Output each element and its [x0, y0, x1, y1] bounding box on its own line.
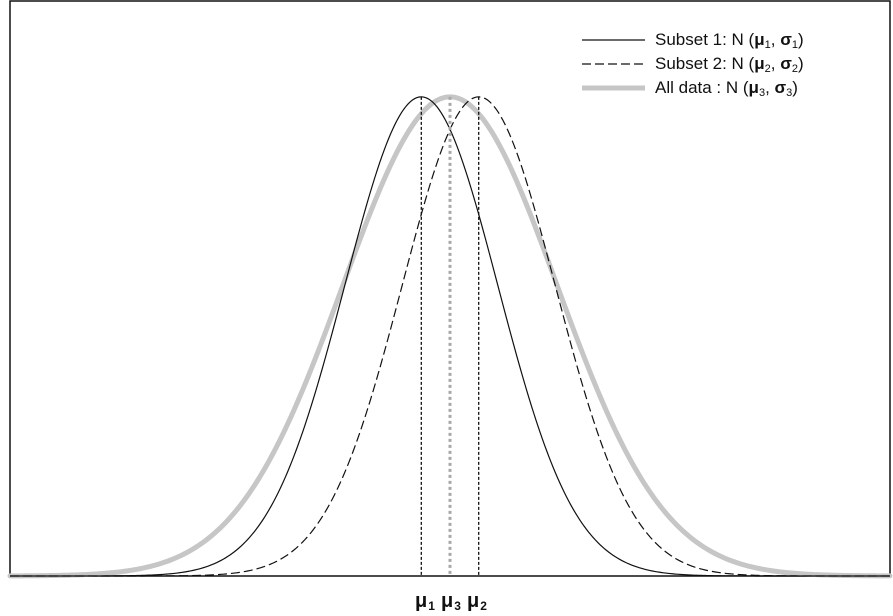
x-tick-label-mu-2: μ2	[467, 590, 487, 613]
x-tick-label-mu-1: μ1	[415, 590, 435, 613]
x-axis-labels: μ1 μ3 μ2	[415, 590, 487, 613]
legend-label-2: Subset 2: N (μ2, σ2)	[655, 54, 804, 75]
x-tick-label-sub: 2	[480, 599, 487, 613]
x-tick-label-sub: 1	[428, 599, 435, 613]
legend-label-3: All data : N (μ3, σ3)	[655, 78, 798, 99]
legend-label-1: Subset 1: N (μ1, σ1)	[655, 30, 804, 51]
x-tick-label-mu-3: μ3	[441, 590, 461, 613]
legend: Subset 1: N (μ1, σ1) Subset 2: N (μ2, σ2)…	[582, 30, 804, 99]
mean-markers-layer	[420, 96, 480, 576]
series-3-curve	[7, 94, 893, 579]
x-tick-label-sub: 3	[454, 599, 461, 613]
